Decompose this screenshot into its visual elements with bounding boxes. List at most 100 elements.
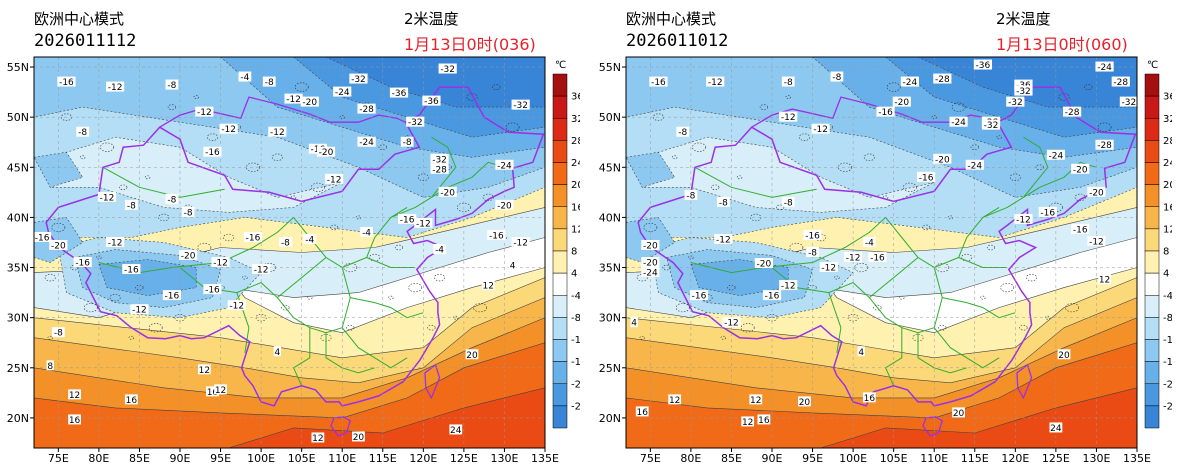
isotherm-label: -28 (1065, 108, 1080, 118)
colorbar-swatch (552, 95, 568, 119)
isotherm-label-bg (676, 126, 690, 137)
isotherm-label: -32 (1008, 98, 1023, 108)
isotherm-label-bg (876, 106, 895, 117)
small-contour (167, 104, 176, 110)
isotherm-label: -16 (1073, 225, 1088, 235)
isotherm-label-bg (449, 424, 463, 435)
isotherm-label: -4 (435, 245, 444, 255)
province-border (828, 292, 842, 353)
small-contour (643, 222, 658, 233)
isotherm-label-bg (803, 229, 822, 240)
small-contour (1074, 193, 1086, 202)
isotherm-label-bg (211, 257, 230, 268)
colorbar-label: 36 (571, 92, 580, 103)
small-contour (307, 295, 313, 300)
colorbar-unit: ℃ (555, 60, 566, 71)
isotherm-label-bg (781, 196, 795, 207)
small-contour (711, 184, 720, 191)
colorbar-label: 28 (571, 136, 580, 147)
isotherm-label: 16 (864, 394, 876, 404)
small-contour (119, 184, 128, 191)
isotherm-label-bg (68, 414, 81, 425)
model-title: 欧洲中心模式 (626, 10, 717, 28)
small-contour (109, 293, 121, 302)
lat-tick-label: 30N (599, 312, 621, 325)
small-contour (671, 155, 678, 160)
isotherm-label: -8 (832, 73, 841, 83)
province-border (102, 166, 225, 198)
colorbar-swatch (1144, 206, 1160, 230)
small-contour (144, 175, 151, 180)
small-contour (740, 323, 755, 333)
isotherm-label: -20 (643, 259, 658, 269)
isotherm-label: -8 (54, 329, 63, 339)
isotherm-label-bg (219, 123, 238, 134)
lat-tick-label: 50N (7, 111, 29, 124)
isotherm-label: -32 (351, 75, 366, 85)
isotherm-label: -12 (213, 259, 228, 269)
isotherm-label-bg (357, 136, 376, 147)
small-contour (1045, 315, 1051, 320)
isotherm-label-bg (398, 213, 417, 224)
isotherm-label: 12 (69, 391, 80, 401)
isotherm-label-bg (1111, 76, 1130, 87)
isotherm-label: 4 (274, 348, 280, 358)
isotherm-label: -12 (821, 264, 836, 274)
isotherm-label-bg (1038, 206, 1057, 217)
isotherm-label: -20 (51, 241, 66, 251)
isotherm-label: 16 (69, 416, 81, 426)
isotherm-label-bg (741, 416, 755, 427)
colorbar-label: -16 (1163, 357, 1172, 368)
small-contour (294, 82, 309, 92)
isotherm-label: 12 (199, 366, 210, 376)
lat-tick-label: 50N (599, 111, 621, 124)
small-contour (417, 173, 429, 181)
temperature-band (34, 151, 84, 188)
isotherm-label: -24 (967, 161, 982, 171)
small-contour (290, 195, 297, 200)
valid-time: 1月13日0时(060) (996, 35, 1128, 54)
small-contour (636, 273, 648, 282)
isotherm-label-bg (806, 247, 819, 257)
isotherm-label-bg (1119, 96, 1137, 107)
isotherm-label: 16 (636, 408, 648, 418)
isotherm-label-bg (400, 136, 414, 147)
colorbar-label: -12 (571, 335, 580, 346)
isotherm-label: -12 (716, 235, 731, 245)
isotherm-label-bg (933, 73, 952, 84)
isotherm-label-bg (51, 327, 65, 338)
isotherm-label-bg (641, 257, 660, 268)
temperature-band (49, 136, 343, 213)
isotherm-label-bg (262, 76, 276, 87)
map-frame (33, 56, 546, 449)
isotherm-label-bg (73, 257, 92, 268)
isotherm-label-bg (819, 262, 838, 273)
lon-tick-label: 95E (802, 452, 823, 465)
isotherm-label-bg (122, 264, 141, 275)
isotherm-label: 12 (742, 418, 753, 428)
small-contour (736, 175, 743, 180)
colorbar-label: -20 (571, 379, 580, 390)
colorbar-swatch (552, 250, 568, 274)
isotherm-label-bg (238, 71, 252, 82)
isotherm-label: -20 (440, 188, 455, 198)
small-contour (394, 244, 404, 251)
isotherm-label-bg (284, 93, 303, 104)
colorbar-label: 36 (1163, 92, 1172, 103)
isotherm-label-bg (203, 146, 222, 157)
small-contour (271, 153, 283, 161)
small-contour (727, 284, 736, 291)
small-contour (798, 133, 810, 141)
isotherm-label-bg (34, 231, 52, 242)
small-contour (951, 102, 966, 112)
island-taiwan (424, 363, 441, 400)
isotherm-label-bg (279, 236, 292, 247)
isotherm-label-bg (511, 236, 530, 247)
isotherm-label-bg (868, 252, 887, 263)
panel-left: 欧洲中心模式 2026011112 2米温度 1月13日0时(036) -16-… (0, 0, 580, 465)
isotherm-label: -24 (643, 269, 658, 279)
small-contour (482, 193, 494, 202)
isotherm-label-bg (124, 394, 138, 405)
small-contour (902, 182, 917, 192)
colorbar-swatch (552, 317, 568, 340)
